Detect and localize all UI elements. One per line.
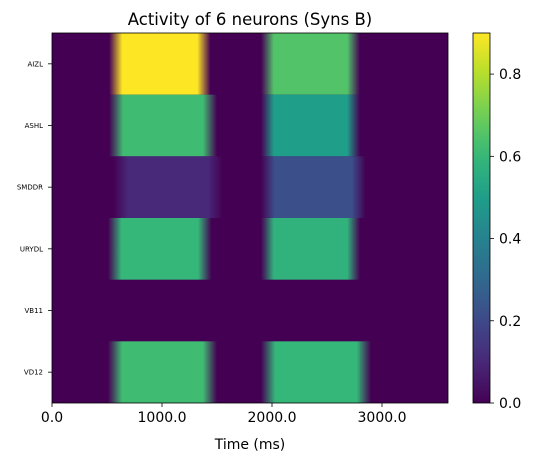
y-tick-label-ashl: ASHL — [25, 122, 43, 130]
x-axis: 0.0 1000.0 2000.0 3000.0 — [41, 403, 407, 426]
colorbar-gradient — [472, 32, 491, 404]
heatmap-cell-ashl-2 — [261, 94, 360, 157]
colorbar-tick-label: 0.0 — [499, 396, 521, 412]
colorbar-tick-label: 0.4 — [499, 232, 521, 248]
x-tick-label: 0.0 — [41, 410, 63, 426]
x-tick-label: 3000.0 — [358, 410, 407, 426]
heatmap-cell-aizl-2 — [261, 33, 360, 95]
plot-frame — [51, 32, 449, 404]
colorbar-tick-label: 0.2 — [499, 314, 521, 330]
heatmap-cell-vd12-1 — [108, 341, 217, 403]
heatmap-cell-vd12-2 — [261, 341, 371, 403]
y-tick-label-vb11: VB11 — [25, 307, 44, 315]
heatmap-cell-urydl-1 — [108, 218, 212, 280]
y-tick-label-urydl: URYDL — [20, 245, 43, 253]
y-tick-label-aizl: AIZL — [27, 60, 43, 68]
chart-title: Activity of 6 neurons (Syns B) — [128, 10, 372, 29]
x-tick-label: 2000.0 — [248, 410, 297, 426]
heatmap-plot-area — [51, 32, 449, 404]
colorbar: 0.0 0.2 0.4 0.6 0.8 — [472, 32, 521, 412]
heatmap-cell-ashl-1 — [109, 94, 217, 157]
x-tick-label: 1000.0 — [138, 410, 187, 426]
x-axis-label: Time (ms) — [214, 437, 286, 453]
colorbar-tick-label: 0.8 — [499, 67, 521, 83]
y-tick-label-vd12: VD12 — [24, 369, 43, 377]
colorbar-tick-label: 0.6 — [499, 149, 521, 165]
heatmap-cell-aizl-1 — [109, 33, 211, 95]
heatmap-cell-smddr-2 — [261, 156, 366, 218]
heatmap-cell-urydl-2 — [261, 218, 360, 280]
heatmap-cell-smddr-1 — [113, 156, 223, 218]
y-axis: AIZL ASHL SMDDR URYDL VB11 VD12 — [17, 60, 52, 377]
y-tick-label-smddr: SMDDR — [17, 184, 43, 192]
